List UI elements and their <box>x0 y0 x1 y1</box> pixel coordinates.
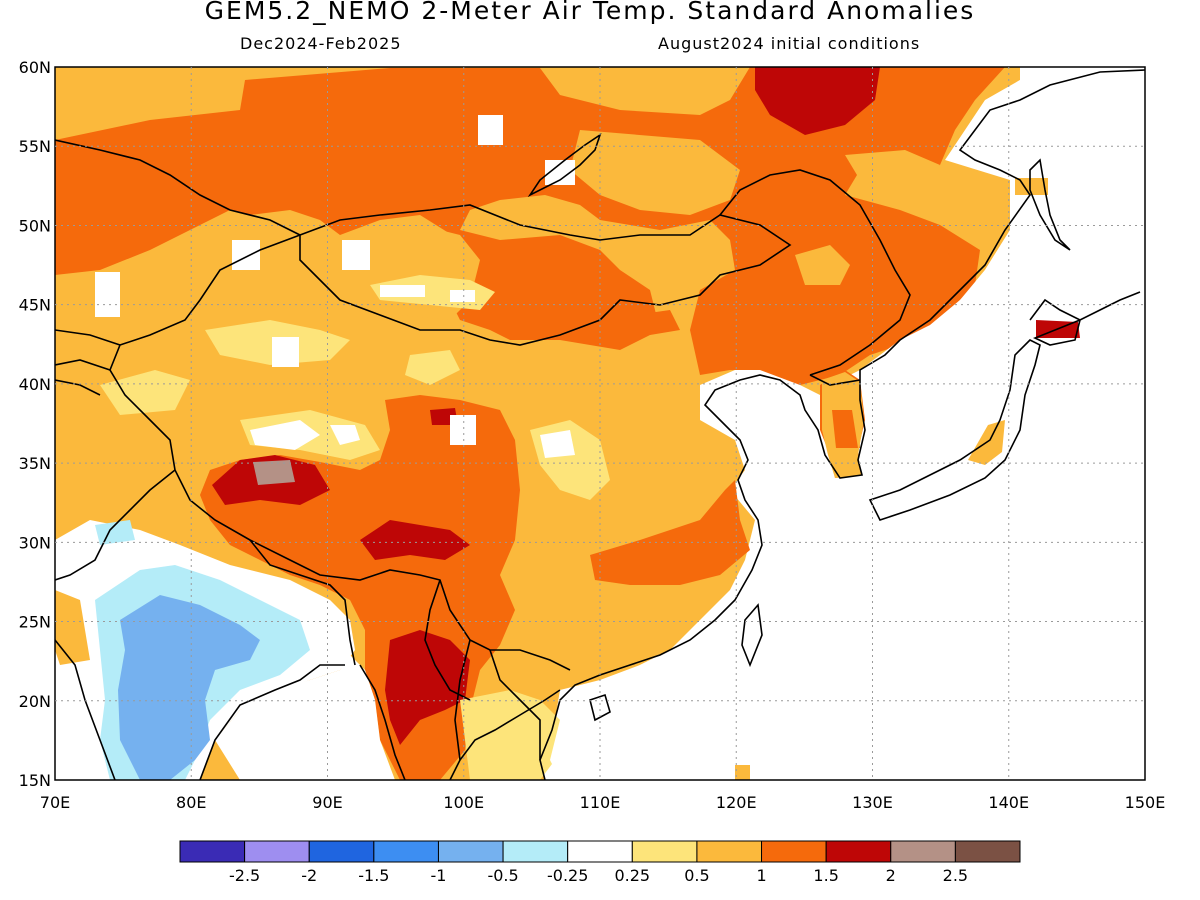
colorbar-tick-label: -1 <box>430 866 446 885</box>
lat-tick-label: 20N <box>19 692 51 711</box>
korea-orange-patch <box>832 410 858 448</box>
colorbar-tick-label: -1.5 <box>358 866 389 885</box>
coastlines-borders <box>55 69 1145 780</box>
anomaly-05-1-india-west <box>55 590 90 665</box>
masked-cells <box>95 115 575 458</box>
lon-tick-label: 130E <box>852 793 893 812</box>
indochina-borders <box>424 579 541 761</box>
colorbar-swatch <box>373 840 439 863</box>
lat-tick-label: 50N <box>19 216 51 235</box>
south-china-patch <box>735 765 750 780</box>
arabian-sea <box>55 668 105 780</box>
colorbar-tick-label: 0.25 <box>614 866 650 885</box>
colorbar-tick-label: -0.25 <box>547 866 588 885</box>
lat-tick-label: 15N <box>19 771 51 790</box>
lon-tick-label: 140E <box>988 793 1029 812</box>
anomaly-15-2-sichuan <box>360 520 470 560</box>
colorbar-swatch <box>244 840 310 863</box>
colorbar-tick-label: -0.5 <box>487 866 518 885</box>
anomaly-15-2-myanmar <box>385 630 470 745</box>
sakhalin-outline <box>1029 158 1071 251</box>
colorbar-tick-label: 0.5 <box>684 866 709 885</box>
anomaly-025-05-seasia <box>460 690 560 780</box>
hainan-outline <box>589 693 611 722</box>
central-asia-borders <box>55 139 301 396</box>
neg-05-1-india <box>118 595 260 780</box>
colorbar-tick-label: 1.5 <box>813 866 838 885</box>
ocean-east <box>550 67 1145 780</box>
colorbar-tick-label: 1 <box>756 866 766 885</box>
lon-tick-label: 120E <box>716 793 757 812</box>
lat-tick-label: 35N <box>19 454 51 473</box>
colorbar-tick-label: -2 <box>301 866 317 885</box>
china-west-border <box>109 234 571 671</box>
lon-tick-label: 110E <box>580 793 621 812</box>
bay-of-bengal <box>215 655 395 780</box>
india-coast <box>55 639 345 780</box>
coastline-east-asia <box>539 69 1145 780</box>
taiwan-outline <box>741 603 763 668</box>
lat-tick-label: 40N <box>19 375 51 394</box>
colorbar-swatch <box>502 840 569 863</box>
colorbar-swatch <box>825 840 892 863</box>
mongolia-border <box>299 204 792 346</box>
gridlines <box>55 67 1145 780</box>
anomaly-05-1-east-siberia <box>570 130 740 215</box>
lon-tick-label: 100E <box>443 793 484 812</box>
lon-tick-label: 70E <box>40 793 70 812</box>
colorbar-tick-label: 2.5 <box>943 866 968 885</box>
colorbar-swatch <box>631 840 698 863</box>
anomaly-15-2-north <box>755 67 880 135</box>
anomaly-field <box>55 67 1145 780</box>
lon-tick-label: 80E <box>176 793 206 812</box>
lat-tick-label: 25N <box>19 613 51 632</box>
colorbar-swatch <box>761 840 827 863</box>
longitude-labels: 70E 80E 90E 100E 110E 120E 130E 140E 150E <box>40 793 1166 812</box>
forecast-period: Dec2024-Feb2025 <box>240 34 402 53</box>
colorbar-tick-label: 2 <box>886 866 896 885</box>
lon-tick-label: 90E <box>312 793 342 812</box>
anomaly-025-05-west <box>100 370 190 415</box>
colorbar <box>179 840 1021 863</box>
lat-tick-label: 30N <box>19 533 51 552</box>
russia-china-border <box>719 169 911 376</box>
colorbar-swatch <box>890 840 956 863</box>
anomaly-2-25-tibet <box>253 460 295 485</box>
lat-tick-label: 45N <box>19 296 51 315</box>
lat-tick-label: 55N <box>19 137 51 156</box>
colorbar-swatch <box>179 840 246 863</box>
anomaly-1-15-north <box>55 67 1005 385</box>
colorbar-tick-label: -2.5 <box>229 866 260 885</box>
anomaly-1-15-small <box>635 310 680 335</box>
lon-tick-label: 150E <box>1125 793 1166 812</box>
hokkaido-outline <box>1029 291 1141 346</box>
map-title: GEM5.2_NEMO 2-Meter Air Temp. Standard A… <box>204 0 976 25</box>
colorbar-swatch <box>954 840 1021 863</box>
colorbar-swatch <box>437 840 504 863</box>
anomaly-1-15-east-china <box>590 480 750 585</box>
himalaya-border <box>55 469 356 666</box>
colorbar-swatch <box>567 840 633 863</box>
colorbar-swatch <box>308 840 375 863</box>
sakhalin-patch <box>1015 178 1048 195</box>
colorbar-swatch <box>696 840 763 863</box>
anomaly-05-1-farnorth <box>845 150 940 180</box>
japan-honshu-outline <box>868 339 1041 521</box>
korea-north-border <box>809 374 861 386</box>
lat-tick-label: 60N <box>19 58 51 77</box>
anomaly-025-05-central <box>405 350 460 385</box>
anomaly-05-1-manchuria <box>795 245 850 285</box>
latitude-labels: 60N 55N 50N 45N 40N 35N 30N 25N 20N 15N <box>19 58 51 790</box>
initial-conditions: August2024 initial conditions <box>658 34 921 53</box>
colorbar-labels: -2.5 -2 -1.5 -1 -0.5 -0.25 0.25 0.5 1 1.5 2 2.5 <box>229 866 968 885</box>
